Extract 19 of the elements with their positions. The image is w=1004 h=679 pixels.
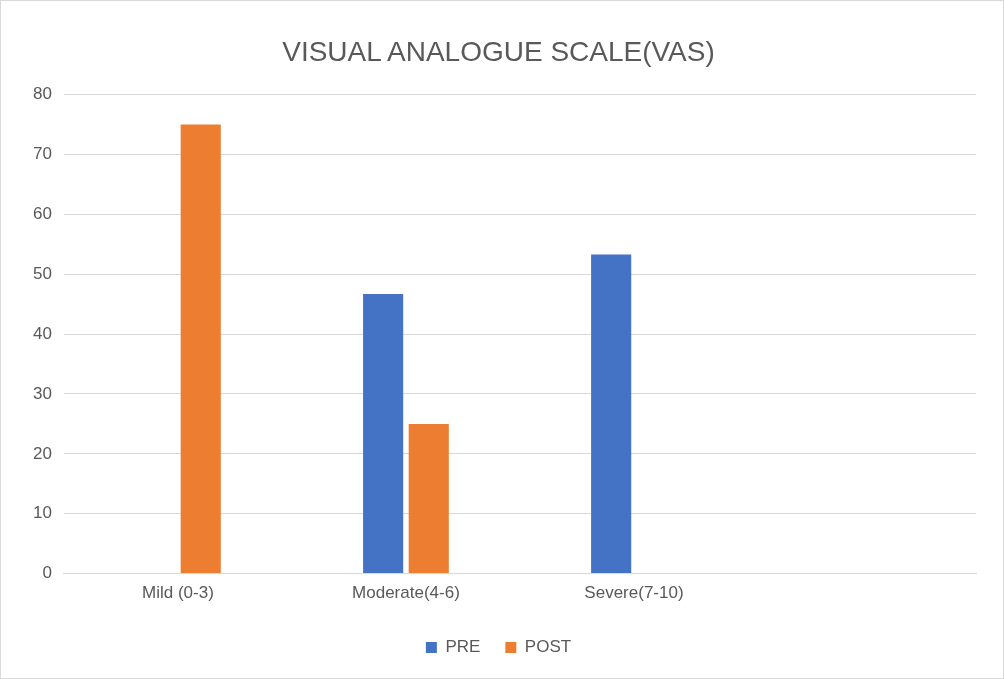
y-tick-label: 40 bbox=[32, 323, 52, 343]
y-tick-label: 70 bbox=[32, 144, 52, 164]
legend-label: PRE bbox=[445, 637, 481, 657]
y-tick-label: 10 bbox=[32, 503, 52, 523]
y-tick-label: 0 bbox=[42, 563, 52, 583]
bar bbox=[591, 254, 632, 574]
y-tick-label: 20 bbox=[32, 443, 52, 463]
x-tick-label: Moderate(4-6) bbox=[352, 583, 460, 603]
y-tick-label: 30 bbox=[32, 383, 52, 403]
legend-label: POST bbox=[524, 637, 572, 657]
chart-title: VISUAL ANALOGUE SCALE(VAS) bbox=[282, 35, 715, 67]
bar bbox=[363, 293, 404, 574]
y-tick-label: 50 bbox=[32, 263, 52, 283]
y-tick-label: 60 bbox=[32, 204, 52, 224]
bar bbox=[408, 423, 449, 574]
y-tick-label: 80 bbox=[32, 84, 52, 104]
x-tick-label: Severe(7-10) bbox=[584, 583, 684, 603]
bar bbox=[180, 124, 221, 574]
x-tick-label: Mild (0-3) bbox=[142, 583, 214, 603]
